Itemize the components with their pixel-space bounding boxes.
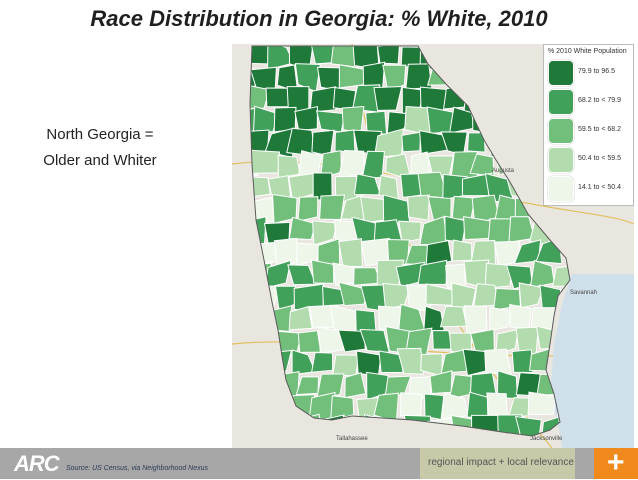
state-outline (249, 45, 571, 437)
county-shape[interactable] (341, 105, 365, 134)
county-layer (243, 44, 579, 438)
legend-title: % 2010 White Population (548, 48, 627, 55)
county-shape[interactable] (312, 220, 338, 246)
arc-logo: ARC (14, 451, 60, 476)
county-shape[interactable] (332, 86, 357, 111)
legend-label: 50.4 to < 59.5 (578, 155, 622, 162)
legend-item: 79.9 to 96.5 (548, 60, 632, 86)
county-shape[interactable] (295, 242, 322, 267)
side-note-line-1: North Georgia = (46, 126, 154, 143)
county-shape[interactable] (319, 194, 346, 221)
county-shape[interactable] (451, 239, 473, 262)
county-shape[interactable] (419, 86, 448, 113)
county-shape[interactable] (288, 216, 317, 241)
county-shape[interactable] (466, 391, 489, 420)
county-shape[interactable] (417, 259, 448, 285)
county-shape[interactable] (463, 305, 488, 335)
county-shape[interactable] (495, 328, 519, 355)
legend-item: 14.1 to < 50.4 (548, 176, 632, 202)
county-shape[interactable] (489, 306, 515, 331)
footer-bar: ARC Source: US Census, via Neighborhood … (0, 448, 638, 479)
county-shape[interactable] (316, 373, 345, 400)
legend-swatch (548, 118, 574, 144)
county-shape[interactable] (509, 303, 532, 329)
county-shape[interactable] (337, 329, 366, 353)
county-shape[interactable] (250, 149, 281, 174)
county-shape[interactable] (277, 155, 301, 179)
county-shape[interactable] (511, 349, 534, 373)
county-shape[interactable] (309, 86, 337, 113)
legend-label: 59.5 to < 68.2 (578, 126, 622, 133)
county-shape[interactable] (552, 264, 579, 287)
county-shape[interactable] (401, 131, 422, 153)
county-shape[interactable] (243, 84, 271, 110)
slide-title: Race Distribution in Georgia: % White, 2… (90, 6, 548, 31)
legend-swatch (548, 60, 574, 86)
county-shape[interactable] (444, 215, 467, 243)
county-shape[interactable] (378, 350, 404, 373)
plus-logo: + (594, 446, 638, 479)
tagline-band (420, 448, 575, 479)
side-note-line-2: Older and Whiter (43, 152, 157, 169)
county-shape[interactable] (360, 196, 386, 224)
legend-swatch (548, 147, 574, 173)
county-shape[interactable] (297, 330, 322, 353)
county-shape[interactable] (527, 391, 556, 416)
legend-item: 59.5 to < 68.2 (548, 118, 632, 144)
legend-label: 14.1 to < 50.4 (578, 184, 622, 191)
county-shape[interactable] (425, 240, 453, 268)
county-shape[interactable] (330, 395, 355, 422)
county-shape[interactable] (400, 392, 423, 417)
county-shape[interactable] (288, 305, 313, 331)
legend-swatch (548, 176, 574, 202)
county-shape[interactable] (466, 132, 486, 153)
legend-swatch (548, 89, 574, 115)
county-shape[interactable] (431, 329, 453, 350)
county-shape[interactable] (407, 194, 430, 221)
city-label-tallahassee: Tallahassee (336, 436, 368, 442)
county-shape[interactable] (451, 195, 476, 221)
city-label-jacksonville: Jacksonville (530, 436, 563, 442)
county-shape[interactable] (334, 129, 356, 153)
county-shape[interactable] (253, 105, 279, 133)
county-shape[interactable] (484, 262, 514, 289)
county-shape[interactable] (386, 111, 411, 137)
county-shape[interactable] (310, 259, 335, 284)
city-label-augusta: Augusta (492, 168, 515, 174)
county-shape[interactable] (398, 220, 422, 244)
county-shape[interactable] (396, 347, 424, 375)
legend-label: 79.9 to 96.5 (578, 68, 615, 75)
county-shape[interactable] (382, 64, 407, 92)
county-shape[interactable] (376, 44, 401, 65)
county-shape[interactable] (514, 415, 542, 438)
county-shape[interactable] (344, 372, 367, 399)
county-shape[interactable] (507, 397, 532, 418)
county-shape[interactable] (311, 351, 334, 373)
county-shape[interactable] (463, 216, 492, 241)
county-shape[interactable] (332, 354, 360, 378)
map-legend: % 2010 White Population 79.9 to 96.5 68.… (543, 44, 634, 206)
legend-item: 68.2 to < 79.9 (548, 89, 632, 115)
city-label-savannah: Savannah (570, 290, 598, 296)
county-shape[interactable] (338, 64, 366, 89)
county-shape[interactable] (297, 196, 319, 222)
county-shape[interactable] (330, 44, 359, 68)
county-shape[interactable] (315, 110, 346, 133)
legend-item: 50.4 to < 59.5 (548, 147, 632, 173)
tagline: regional impact + local relevance (428, 457, 574, 468)
county-shape[interactable] (317, 326, 344, 354)
legend-label: 68.2 to < 79.9 (578, 97, 622, 104)
county-shape[interactable] (518, 282, 545, 309)
county-shape[interactable] (338, 238, 363, 268)
county-shape[interactable] (353, 267, 382, 286)
plus-icon: + (607, 446, 625, 479)
county-shape[interactable] (287, 264, 317, 286)
ocean-area (550, 274, 634, 448)
county-shape[interactable] (294, 105, 318, 132)
side-note: North Georgia = Older and Whiter (30, 122, 170, 174)
county-shape[interactable] (338, 281, 368, 307)
source-note: Source: US Census, via Neighborhood Nexu… (66, 465, 209, 472)
county-shape[interactable] (373, 86, 403, 111)
